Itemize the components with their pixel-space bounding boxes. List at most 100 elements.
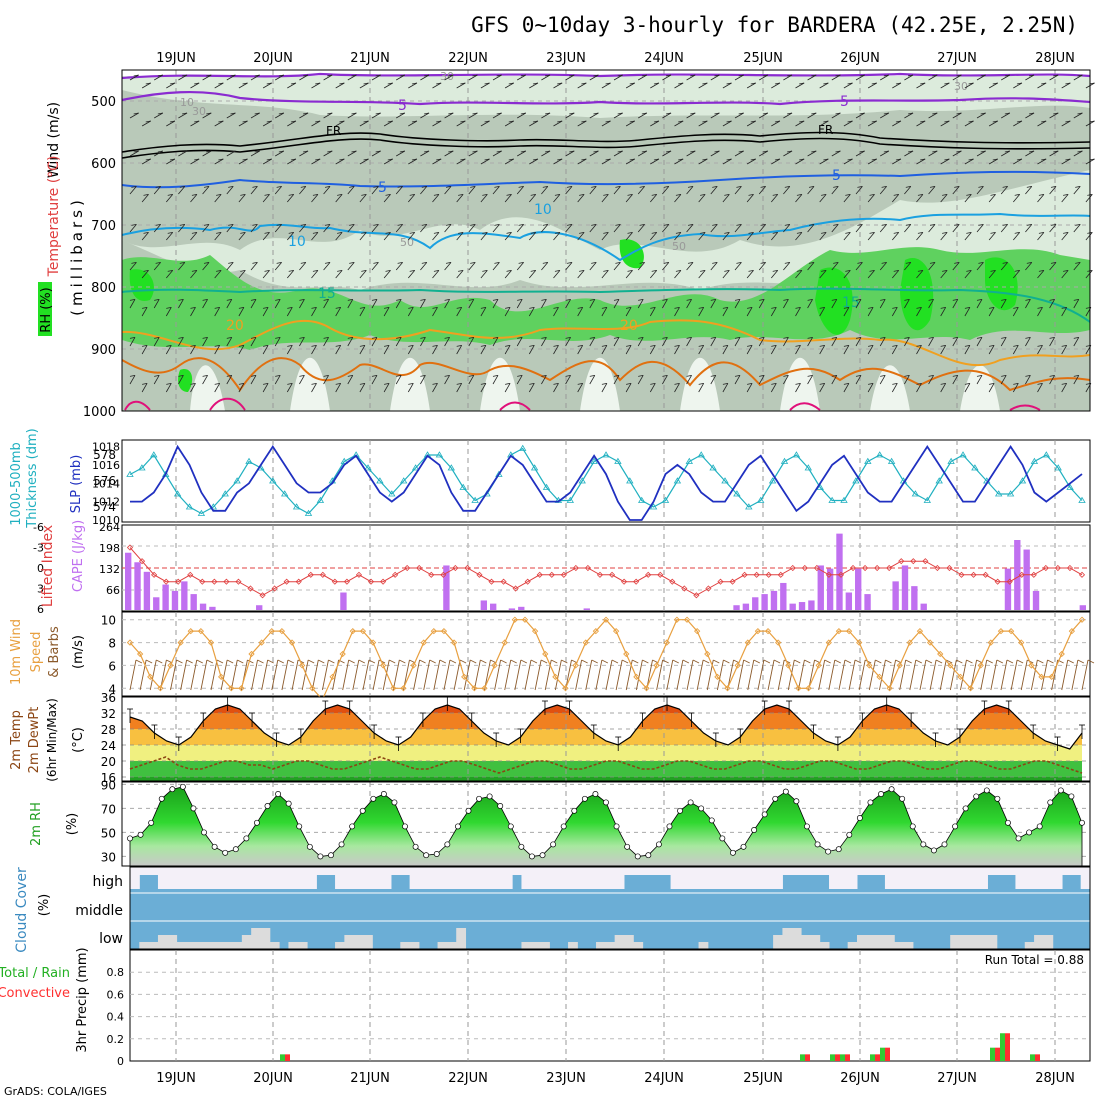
rh-legend-swatch: [38, 282, 52, 336]
wind-barb-flag: [1053, 112, 1059, 115]
rh-marker: [402, 823, 408, 830]
low-cloud-clear: [213, 942, 224, 949]
wind-barb: [480, 82, 490, 89]
wind-barb: [1049, 337, 1055, 347]
wind-barb: [1061, 232, 1069, 241]
low-cloud-clear: [866, 935, 877, 949]
precip-total-bar: [1000, 1033, 1005, 1061]
li-marker: [464, 564, 471, 572]
wind-barb: [214, 82, 224, 89]
wind-barb-flag: [954, 261, 960, 264]
wind-barb-flag: [142, 382, 148, 385]
low-cloud-clear: [959, 935, 970, 949]
low-cloud-clear: [400, 942, 411, 949]
low-cloud-clear: [344, 935, 355, 949]
wind-barb: [879, 375, 886, 385]
wind-barb: [674, 383, 680, 393]
wind-barb-flag: [264, 193, 270, 196]
thickness-marker: [602, 451, 610, 458]
wind-marker: [805, 685, 812, 692]
wind-barb: [758, 337, 765, 347]
wind-barb-flag: [1002, 223, 1008, 226]
high-cloud-clear: [474, 867, 485, 889]
wind-barb-flag: [928, 298, 934, 301]
wind-barb-flag: [871, 120, 877, 123]
wind-barb-flag: [907, 74, 914, 77]
wind-barb: [178, 112, 188, 119]
wind-barb-flag: [157, 112, 163, 115]
wind-barb: [286, 307, 293, 317]
wind-barb-flag: [1006, 659, 1014, 664]
wind-barb: [964, 120, 974, 127]
wind-barb: [686, 186, 694, 195]
wind-barb-flag: [603, 269, 609, 272]
high-cloud-clear: [307, 867, 317, 889]
wind-barb-flag: [881, 261, 887, 264]
wind-barb: [141, 345, 148, 355]
cape-tick: 66: [106, 584, 120, 597]
wind-barb: [1061, 307, 1068, 317]
li-marker: [355, 571, 363, 578]
precip-ticks: 0.80.60.40.20: [107, 966, 125, 1068]
wind-barb: [129, 224, 137, 233]
date-label: 24JUN: [644, 1071, 684, 1086]
slp-tick: 1012: [92, 496, 120, 509]
temp-contour-freezing: [121, 131, 1091, 153]
rh-marker: [529, 853, 535, 860]
wind-barb: [601, 120, 611, 127]
precip-total-bar: [880, 1047, 885, 1061]
wind-barb-flag: [421, 261, 427, 264]
contour-label: 30: [192, 105, 206, 118]
wind-barb-flag: [335, 382, 341, 385]
wind-barb-flag: [544, 150, 551, 153]
wind-barb: [516, 224, 524, 233]
wind-barb: [891, 307, 898, 317]
wind-barb: [757, 659, 765, 691]
wind-barb-flag: [411, 120, 418, 123]
wind-barb-flag: [202, 336, 208, 339]
wind-barb: [952, 74, 962, 81]
wind-barb: [952, 112, 962, 119]
wind-barb: [855, 299, 862, 309]
wind-barb-flag: [508, 82, 514, 85]
cape-bar: [518, 606, 525, 610]
cape-bar: [583, 608, 590, 610]
wind-barb: [323, 150, 333, 157]
wind-barb: [516, 299, 523, 309]
wind-barb-flag: [133, 150, 139, 153]
wind-barb: [323, 262, 331, 271]
wind-barb-flag: [278, 74, 284, 77]
wind-barb: [129, 375, 136, 385]
wind-barb-flag: [845, 193, 851, 196]
wind-barb: [468, 74, 478, 81]
li-marker: [633, 578, 640, 585]
ylabel-lifted-index: Lifted Index: [40, 525, 56, 607]
wind-barb-flag: [978, 261, 984, 264]
wind-barb: [838, 659, 846, 691]
wind-barb-flag: [432, 344, 438, 347]
rh-marker: [264, 803, 271, 809]
wind-barb: [758, 186, 766, 195]
contour-label: 30: [440, 70, 454, 83]
high-cloud-clear: [670, 867, 681, 889]
wind-barb-flag: [1061, 306, 1067, 309]
wind-barb: [783, 224, 791, 233]
wind-barb-flag: [954, 223, 960, 226]
wind-barb: [468, 150, 478, 157]
wind-barb: [444, 74, 454, 81]
wind-barb: [1037, 158, 1047, 165]
precip-conv-bar: [995, 1047, 1000, 1061]
wind-barb-flag: [263, 306, 269, 309]
thickness-marker: [804, 464, 813, 471]
contour-label: 10: [180, 96, 194, 109]
wind-barb-flag: [385, 231, 391, 234]
wind-barb: [299, 112, 309, 119]
wind-barb: [1085, 194, 1093, 203]
wind-barb-flag: [807, 336, 813, 339]
wind-barb: [347, 262, 355, 271]
slp-tick: 1016: [92, 459, 120, 472]
wind-barb-flag: [492, 336, 499, 339]
wind-barb-flag: [335, 306, 341, 309]
thickness-marker: [768, 477, 777, 484]
wind-barb-flag: [605, 82, 611, 85]
